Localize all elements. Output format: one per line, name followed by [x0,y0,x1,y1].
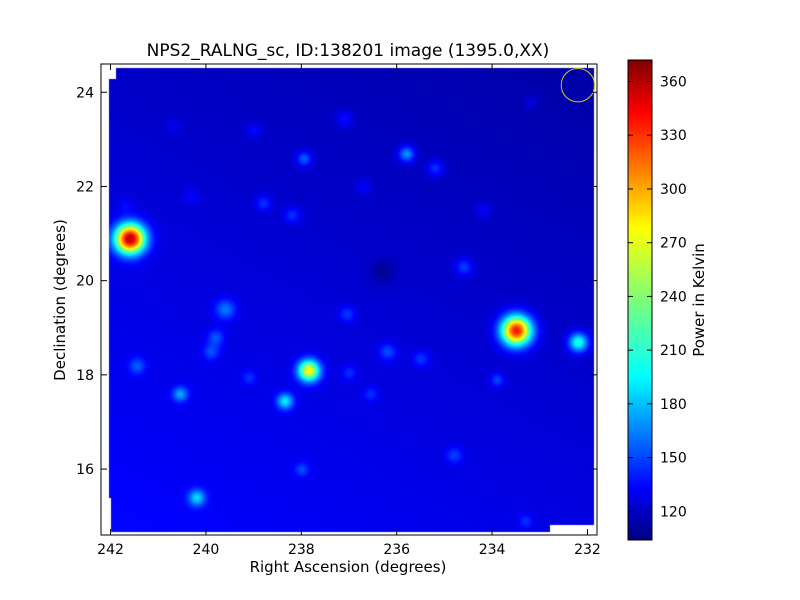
y-tick-label: 18 [76,368,94,384]
heatmap-area [101,64,597,535]
y-tick-label: 16 [76,462,94,478]
plot-frame [100,63,598,536]
beam-marker-circle [560,68,596,103]
colorbar-tick-label: 150 [660,451,687,467]
x-tick-label: 240 [193,542,220,558]
x-tick-label: 236 [383,542,410,558]
x-tick-label: 234 [479,542,506,558]
colorbar-tick-label: 240 [660,289,687,305]
beam-circle [560,68,596,103]
x-tick-label: 232 [574,542,601,558]
colorbar-label: Power in Kelvin [690,243,708,357]
colorbar-tick-label: 300 [660,182,687,198]
y-tick-label: 20 [76,274,94,290]
x-axis: 242 240 238 236 234 232 [97,64,601,558]
colorbar-tick-label: 360 [660,74,687,90]
x-axis-label: Right Ascension (degrees) [250,558,447,576]
colorbar-tick-label: 210 [660,343,687,359]
x-tick-label: 242 [97,542,124,558]
y-tick-label: 24 [76,85,94,101]
colorbar [627,59,653,541]
y-tick-label: 22 [76,179,94,195]
colorbar-tick-label: 330 [660,128,687,144]
y-axis: 16 18 20 22 24 [76,85,597,478]
chart-title: NPS2_RALNG_sc, ID:138201 image (1395.0,X… [147,41,550,61]
y-axis-label: Declination (degrees) [51,219,69,381]
x-tick-label: 238 [288,542,315,558]
colorbar-axis: 120 150 180 210 240 270 300 330 360 [628,74,687,520]
heatmap-image [101,64,597,535]
colorbar-tick-label: 180 [660,397,687,413]
colorbar-tick-label: 120 [660,504,687,520]
colorbar-tick-label: 270 [660,236,687,252]
